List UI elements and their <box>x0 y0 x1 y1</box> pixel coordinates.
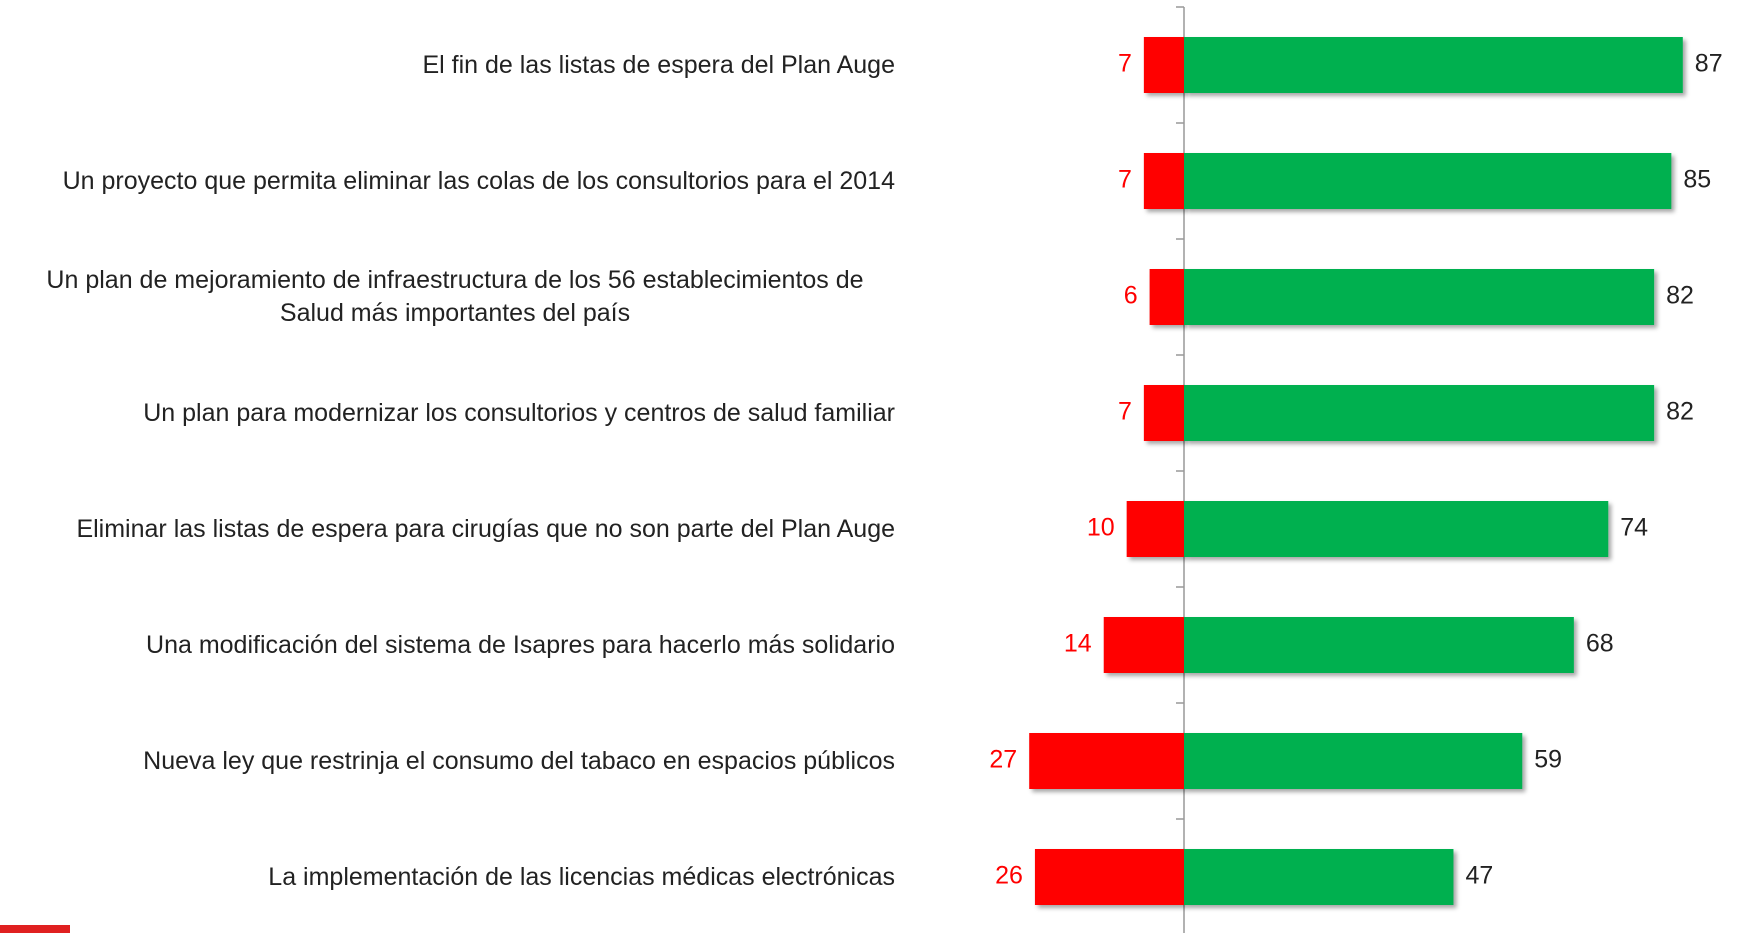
category-label: La implementación de las licencias médic… <box>0 819 895 935</box>
value-label: 7 <box>1118 166 1132 194</box>
value-label: 82 <box>1666 282 1694 310</box>
category-text: Un plan para modernizar los consultorios… <box>143 398 895 427</box>
bar <box>1029 733 1184 789</box>
bar <box>1184 37 1683 93</box>
value-label: 82 <box>1666 398 1694 426</box>
category-text: Un plan de mejoramiento de infraestructu… <box>46 266 864 327</box>
value-label: 59 <box>1534 746 1562 774</box>
category-label: Un plan de mejoramiento de infraestructu… <box>0 239 895 355</box>
bar <box>1103 617 1184 673</box>
category-text: La implementación de las licencias médic… <box>268 862 895 891</box>
value-label: 6 <box>1124 282 1138 310</box>
bar <box>1184 849 1454 905</box>
bar <box>1184 269 1655 325</box>
category-text: Nueva ley que restrinja el consumo del t… <box>143 746 895 775</box>
bar <box>1184 733 1523 789</box>
bar <box>1184 385 1655 441</box>
category-label: Nueva ley que restrinja el consumo del t… <box>0 703 895 819</box>
value-label: 74 <box>1620 514 1648 542</box>
category-label: El fin de las listas de espera del Plan … <box>0 7 895 123</box>
category-text: Eliminar las listas de espera para cirug… <box>76 514 895 543</box>
value-label: 27 <box>989 746 1017 774</box>
category-text: El fin de las listas de espera del Plan … <box>422 50 895 79</box>
category-label: Un plan para modernizar los consultorios… <box>0 355 895 471</box>
value-label: 10 <box>1087 514 1115 542</box>
value-label: 85 <box>1683 166 1711 194</box>
bar <box>1034 849 1184 905</box>
category-label: Eliminar las listas de espera para cirug… <box>0 471 895 587</box>
category-text: Un proyecto que permita eliminar las col… <box>62 166 895 195</box>
bar <box>1143 385 1184 441</box>
value-label: 47 <box>1465 862 1493 890</box>
category-label: Un proyecto que permita eliminar las col… <box>0 123 895 239</box>
bar <box>1184 617 1574 673</box>
value-label: 68 <box>1586 630 1614 658</box>
category-label: Una modificación del sistema de Isapres … <box>0 587 895 703</box>
bar <box>1126 501 1184 557</box>
value-label: 7 <box>1118 398 1132 426</box>
value-label: 26 <box>995 862 1023 890</box>
category-text: Una modificación del sistema de Isapres … <box>146 630 895 659</box>
bar <box>1143 153 1184 209</box>
value-label: 14 <box>1064 630 1092 658</box>
bar <box>1149 269 1184 325</box>
value-label: 7 <box>1118 50 1132 78</box>
bar <box>1184 501 1609 557</box>
bar <box>1184 153 1672 209</box>
value-label: 87 <box>1695 50 1723 78</box>
logo-fragment <box>0 925 70 933</box>
bar <box>1143 37 1184 93</box>
